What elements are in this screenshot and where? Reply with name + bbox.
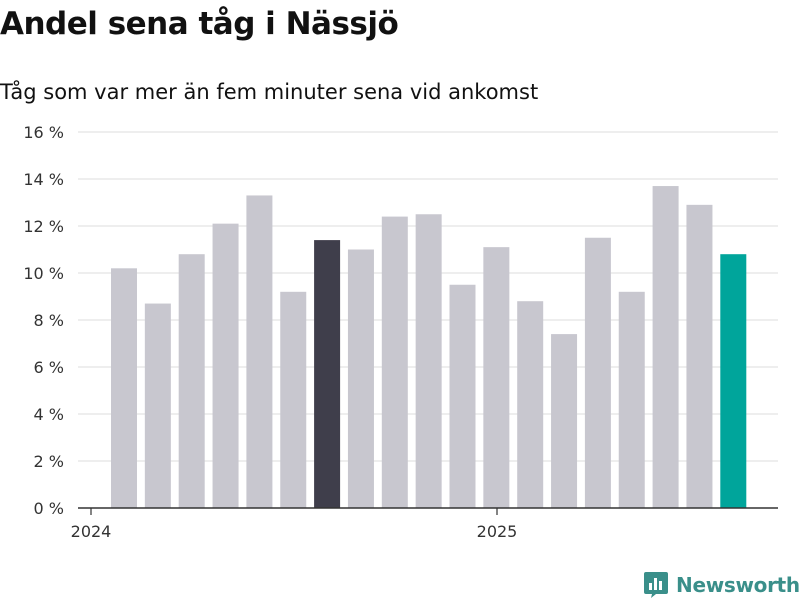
axes: 0 % 2 % 4 % 6 % 8 % 10 % 12 % 14 % 16 % 2024 2025	[23, 123, 778, 541]
y-tick-label: 14 %	[23, 170, 64, 189]
bar-2024-11	[449, 284, 476, 508]
bar-2025-05	[652, 186, 679, 509]
bar-chart-logo-icon	[644, 572, 668, 598]
bar-2024-05	[246, 195, 273, 508]
bar-2024-01	[111, 268, 137, 508]
y-tick-label: 16 %	[23, 123, 64, 142]
bar-2024-08	[347, 249, 374, 508]
y-tick-label: 10 %	[23, 264, 64, 283]
bar-2025-01	[517, 301, 544, 508]
bar-2024-10	[415, 214, 442, 508]
bar-2024-02	[144, 303, 171, 508]
chart-subtitle: Tåg som var mer än fem minuter sena vid …	[0, 80, 539, 104]
newsworthy-logo: Newsworthy	[644, 570, 800, 600]
y-tick-label: 2 %	[34, 452, 64, 471]
bar-2024-12	[483, 247, 510, 508]
brand-name: Newsworthy	[676, 573, 800, 597]
bar-2025-06	[686, 204, 713, 508]
y-tick-label: 12 %	[23, 217, 64, 236]
y-tick-label: 4 %	[34, 405, 64, 424]
y-tick-label: 6 %	[34, 358, 64, 377]
bar-2024-07	[314, 240, 341, 508]
x-tick-label: 2025	[477, 522, 518, 541]
bar-2025-04	[618, 291, 645, 508]
bars	[111, 186, 747, 509]
bar-2024-06	[280, 291, 307, 508]
bar-2024-09	[381, 216, 408, 508]
y-tick-label: 0 %	[34, 499, 64, 518]
x-tick-label: 2024	[71, 522, 112, 541]
bar-2025-02	[551, 334, 578, 508]
bar-2024-04	[212, 223, 239, 508]
chart-title: Andel sena tåg i Nässjö	[0, 6, 399, 42]
bar-2025-03	[584, 237, 611, 508]
y-tick-label: 8 %	[34, 311, 64, 330]
bar-2024-03	[178, 254, 205, 508]
bar-2025-07	[720, 254, 747, 508]
